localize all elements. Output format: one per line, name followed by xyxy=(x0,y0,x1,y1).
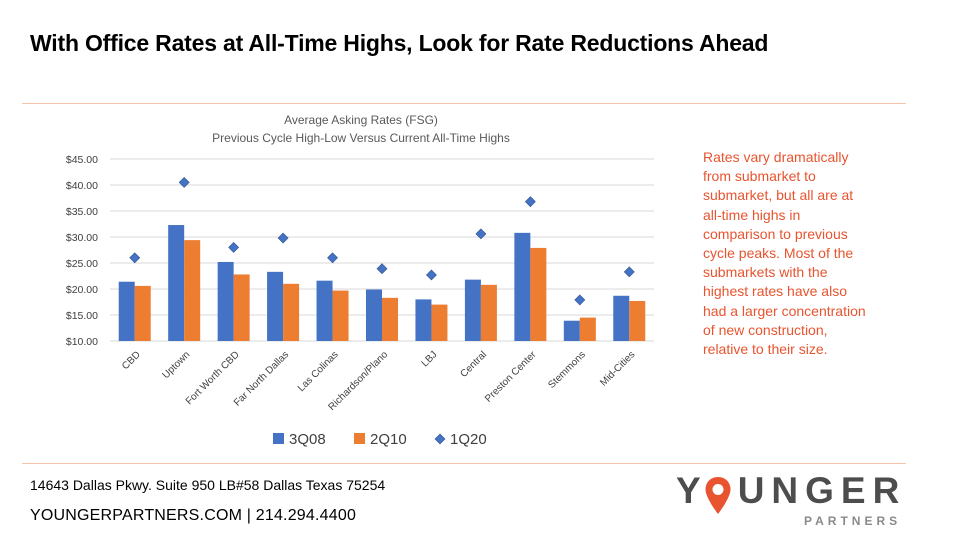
x-tick-label: LBJ xyxy=(420,349,440,369)
marker-1q20 xyxy=(327,252,338,264)
bottom-divider xyxy=(22,463,906,464)
legend-label-3q08: 3Q08 xyxy=(289,431,326,448)
bar-3q08 xyxy=(415,299,432,341)
y-tick-label: $30.00 xyxy=(66,232,98,244)
bar-3q08 xyxy=(316,280,333,341)
legend-swatch-2q10 xyxy=(354,433,365,444)
top-divider xyxy=(22,103,906,104)
bar-2q10 xyxy=(233,274,250,341)
bar-3q08 xyxy=(366,289,382,341)
office-address: 14643 Dallas Pkwy. Suite 950 LB#58 Dalla… xyxy=(30,477,386,493)
bar-2q10 xyxy=(629,300,646,341)
bar-2q10 xyxy=(431,304,448,341)
marker-1q20 xyxy=(178,176,190,188)
x-tick-label: Mid-Cities xyxy=(598,349,637,388)
bar-2q10 xyxy=(332,290,349,341)
bar-3q08 xyxy=(118,281,135,341)
company-logo: Y UNGER xyxy=(676,470,906,512)
bar-2q10 xyxy=(480,284,497,341)
x-tick-label: Central xyxy=(458,349,489,380)
x-tick-label: Far North Dallas xyxy=(232,349,291,408)
bar-3q08 xyxy=(267,271,284,341)
marker-1q20 xyxy=(129,252,141,264)
bar-2q10 xyxy=(283,283,300,341)
bar-2q10 xyxy=(579,317,596,341)
y-tick-label: $25.00 xyxy=(66,258,98,270)
x-tick-label: Preston Center xyxy=(483,349,539,405)
logo-letters: UNGER xyxy=(737,470,907,511)
marker-1q20 xyxy=(524,196,536,208)
marker-1q20 xyxy=(623,266,635,278)
chart-subtitle: Previous Cycle High-Low Versus Current A… xyxy=(212,131,510,145)
marker-1q20 xyxy=(376,263,388,275)
bar-3q08 xyxy=(217,261,234,341)
commentary-text: Rates vary dramatically from submarket t… xyxy=(703,149,866,358)
contact-line: YOUNGERPARTNERS.COM | 214.294.4400 xyxy=(30,507,357,524)
legend-label-1q20: 1Q20 xyxy=(450,431,487,448)
legend-marker-1q20 xyxy=(434,433,446,445)
bar-3q08 xyxy=(563,320,580,341)
x-tick-label: Las Colinas xyxy=(296,349,341,394)
marker-1q20 xyxy=(475,228,487,240)
bar-2q10 xyxy=(530,247,547,341)
x-tick-label: Uptown xyxy=(161,349,193,381)
slide-title: With Office Rates at All-Time Highs, Loo… xyxy=(30,30,769,56)
map-pin-icon xyxy=(705,477,731,514)
y-tick-label: $35.00 xyxy=(66,206,98,218)
y-tick-label: $45.00 xyxy=(66,154,98,166)
bar-3q08 xyxy=(168,225,185,341)
x-tick-label: Stemmons xyxy=(546,349,588,391)
rates-chart: Average Asking Rates (FSG) Previous Cycl… xyxy=(66,113,654,448)
bar-2q10 xyxy=(382,297,398,341)
marker-1q20 xyxy=(426,269,437,281)
legend-label-2q10: 2Q10 xyxy=(370,431,407,448)
y-tick-label: $15.00 xyxy=(66,310,98,322)
marker-1q20 xyxy=(574,294,586,306)
marker-1q20 xyxy=(277,232,289,244)
x-tick-label: CBD xyxy=(120,349,143,372)
logo-letter: Y xyxy=(676,470,708,511)
y-tick-label: $40.00 xyxy=(66,180,98,192)
bar-3q08 xyxy=(514,232,531,341)
y-tick-label: $20.00 xyxy=(66,284,98,296)
bar-3q08 xyxy=(464,279,481,341)
bar-2q10 xyxy=(134,285,151,341)
legend-swatch-3q08 xyxy=(273,433,284,444)
bar-3q08 xyxy=(613,295,630,341)
chart-title: Average Asking Rates (FSG) xyxy=(284,113,438,127)
marker-1q20 xyxy=(228,241,240,253)
bar-2q10 xyxy=(184,240,201,341)
y-tick-label: $10.00 xyxy=(66,336,98,348)
logo-subtitle: PARTNERS xyxy=(804,514,902,528)
